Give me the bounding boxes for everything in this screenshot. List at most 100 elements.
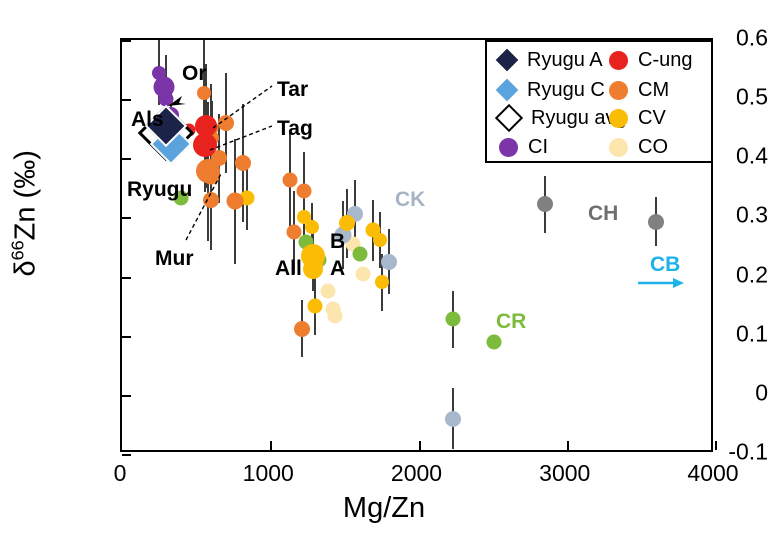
y-tick: [122, 335, 131, 338]
annotation-a: A: [330, 257, 346, 280]
data-point-cm: [226, 192, 244, 210]
annotation-all: All: [275, 257, 302, 280]
data-point-cm: [282, 172, 298, 188]
data-point-cv: [307, 298, 323, 314]
data-point-co: [327, 308, 343, 324]
data-point-cm: [217, 114, 234, 131]
legend-circle-marker: [609, 80, 628, 100]
annotation-als: Als: [131, 108, 164, 131]
legend-label: CV: [638, 107, 666, 129]
legend-circle-marker: [609, 50, 628, 70]
legend-circle-marker: [609, 108, 628, 128]
plot-area: [120, 38, 717, 456]
y-tick: [122, 40, 131, 42]
data-points-layer: [122, 40, 711, 450]
annotation-tar: Tar: [277, 78, 309, 101]
data-point-cr: [352, 246, 368, 262]
x-tick: [270, 441, 273, 450]
legend-box: Ryugu A Ryugu C Ryugu avg CI C-ung CM CV CO: [485, 40, 713, 163]
legend-label: Ryugu avg: [531, 107, 627, 129]
y-tick: [122, 158, 131, 161]
y-axis-title-delta: δ: [9, 260, 42, 277]
data-point-cm: [202, 167, 220, 185]
legend-item-ci[interactable]: CI: [499, 137, 548, 157]
data-point-cm: [234, 155, 251, 172]
legend-label: Ryugu A: [527, 49, 603, 71]
data-point-ci: [152, 65, 167, 80]
y-axis-title-rest: Zn (‰): [9, 150, 42, 241]
annotation-b: B: [330, 230, 346, 253]
y-tick-label: 0.1: [736, 320, 768, 347]
data-point-cr: [486, 334, 502, 350]
y-tick-label: 0.3: [736, 201, 768, 228]
data-point-cm: [286, 224, 302, 240]
legend-diamond-marker: [495, 48, 519, 72]
x-tick: [418, 441, 421, 450]
annotation-ch: CH: [588, 202, 619, 225]
annotation-or: Or: [182, 62, 207, 85]
annotation-ck: CK: [395, 188, 426, 211]
data-point-cv: [304, 220, 319, 235]
x-tick: [715, 441, 717, 450]
x-tick-label: 4000: [687, 460, 739, 486]
y-tick: [122, 454, 131, 456]
legend-item-c-ung[interactable]: C-ung: [609, 50, 692, 70]
legend-item-co[interactable]: CO: [609, 137, 668, 157]
data-point-ck: [380, 253, 397, 270]
data-point-cm: [294, 320, 311, 337]
y-tick: [122, 276, 131, 279]
y-tick-label: -0.1: [728, 438, 768, 465]
legend-label: CM: [638, 79, 670, 101]
legend-label: Ryugu C: [527, 79, 605, 101]
y-tick: [122, 99, 131, 102]
data-point-cr: [173, 190, 189, 206]
data-point-ck: [444, 410, 461, 427]
data-point-ch: [648, 213, 665, 230]
x-axis-title: Mg/Zn: [342, 492, 426, 524]
data-point-cv: [239, 190, 255, 206]
legend-item-ryugu-a[interactable]: Ryugu A: [495, 48, 603, 72]
annotation-cr: CR: [496, 310, 527, 333]
data-point-co: [320, 283, 336, 299]
y-axis-title: δ66Zn (‰): [8, 83, 43, 343]
legend-item-cv[interactable]: CV: [609, 108, 666, 128]
y-tick-label: 0.4: [736, 142, 768, 169]
legend-item-cm[interactable]: CM: [609, 80, 669, 100]
data-point-cv: [339, 215, 356, 232]
legend-label: CO: [638, 136, 668, 158]
annotation-tag: Tag: [277, 117, 313, 140]
annotation-mur: Mur: [155, 247, 194, 270]
y-tick-label: 0: [755, 379, 768, 406]
data-point-cv: [306, 253, 324, 271]
annotation-ryugu: Ryugu: [127, 178, 193, 201]
annotation-cb: CB: [650, 253, 681, 276]
y-tick: [122, 394, 131, 397]
data-point-cr: [445, 311, 461, 327]
legend-label: C-ung: [638, 49, 693, 71]
legend-open-diamond-marker: [494, 103, 524, 133]
y-tick-label: 0.2: [736, 261, 768, 288]
legend-diamond-marker: [495, 78, 519, 102]
data-point-cv: [372, 232, 387, 247]
data-point-cm: [202, 191, 219, 208]
x-tick-label: 0: [113, 460, 127, 486]
x-tick: [566, 441, 569, 450]
legend-circle-marker: [609, 137, 628, 157]
data-point-c-ung: [193, 132, 218, 157]
legend-circle-marker: [499, 137, 518, 157]
y-tick-label: 0.6: [736, 24, 768, 51]
x-tick-label: 1000: [242, 460, 294, 486]
data-point-cv: [375, 275, 390, 290]
legend-item-ryugu-avg[interactable]: Ryugu avg: [494, 103, 627, 133]
x-tick-label: 2000: [390, 460, 443, 486]
legend-item-ryugu-c[interactable]: Ryugu C: [495, 78, 605, 102]
x-tick-label: 3000: [539, 460, 591, 486]
y-axis-title-superscript: 66: [7, 240, 28, 261]
data-point-cm: [296, 183, 312, 199]
y-tick-label: 0.5: [736, 83, 768, 110]
data-point-cm: [197, 86, 212, 101]
legend-label: CI: [528, 136, 548, 158]
data-point-ch: [537, 196, 554, 213]
data-point-co: [355, 266, 371, 282]
